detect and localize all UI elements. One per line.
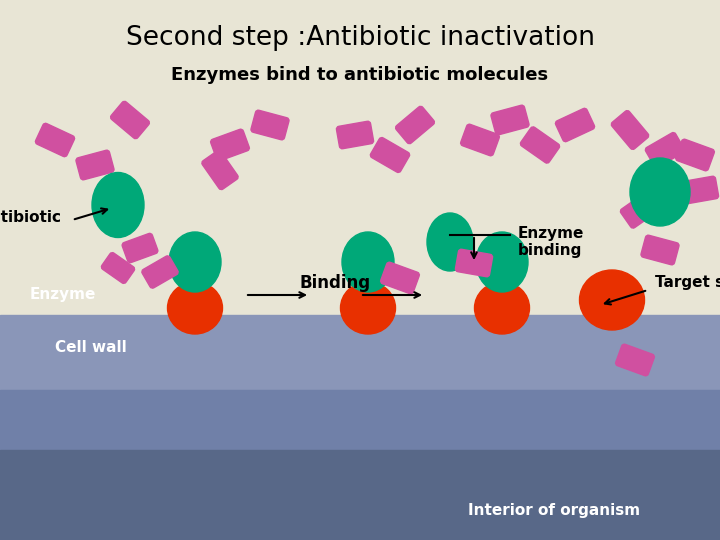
Text: Interior of organism: Interior of organism xyxy=(468,503,640,517)
FancyBboxPatch shape xyxy=(645,132,685,167)
FancyBboxPatch shape xyxy=(461,124,500,156)
FancyBboxPatch shape xyxy=(110,101,150,139)
FancyBboxPatch shape xyxy=(681,176,719,204)
FancyBboxPatch shape xyxy=(76,150,114,180)
FancyBboxPatch shape xyxy=(102,253,135,284)
FancyBboxPatch shape xyxy=(251,110,289,140)
FancyBboxPatch shape xyxy=(611,111,649,150)
Ellipse shape xyxy=(342,232,394,292)
Ellipse shape xyxy=(630,158,690,226)
Ellipse shape xyxy=(169,232,221,292)
Bar xyxy=(0,450,720,540)
Text: Enzyme: Enzyme xyxy=(30,287,96,302)
FancyBboxPatch shape xyxy=(521,127,559,163)
Text: Antibiotic: Antibiotic xyxy=(0,211,62,226)
Ellipse shape xyxy=(168,282,222,334)
Bar xyxy=(0,0,720,320)
Ellipse shape xyxy=(476,232,528,292)
Text: Target site: Target site xyxy=(655,274,720,289)
FancyBboxPatch shape xyxy=(122,233,158,262)
Text: Enzymes bind to antibiotic molecules: Enzymes bind to antibiotic molecules xyxy=(171,66,549,84)
FancyBboxPatch shape xyxy=(35,123,75,157)
FancyBboxPatch shape xyxy=(211,129,249,161)
Ellipse shape xyxy=(427,213,473,271)
FancyBboxPatch shape xyxy=(641,235,679,265)
FancyBboxPatch shape xyxy=(142,256,179,288)
FancyBboxPatch shape xyxy=(336,122,374,148)
FancyBboxPatch shape xyxy=(621,192,660,228)
FancyBboxPatch shape xyxy=(616,344,654,376)
Text: Cell wall: Cell wall xyxy=(55,341,127,355)
FancyBboxPatch shape xyxy=(381,262,419,294)
FancyBboxPatch shape xyxy=(370,138,410,173)
Ellipse shape xyxy=(474,282,529,334)
FancyBboxPatch shape xyxy=(491,105,529,135)
Text: Binding: Binding xyxy=(300,274,371,292)
Ellipse shape xyxy=(580,270,644,330)
FancyBboxPatch shape xyxy=(555,108,595,141)
FancyBboxPatch shape xyxy=(675,139,714,171)
Text: Second step :Antibiotic inactivation: Second step :Antibiotic inactivation xyxy=(125,25,595,51)
Ellipse shape xyxy=(341,282,395,334)
Bar xyxy=(0,390,720,450)
FancyBboxPatch shape xyxy=(202,150,238,190)
Bar xyxy=(0,315,720,390)
FancyBboxPatch shape xyxy=(395,106,434,144)
Ellipse shape xyxy=(92,172,144,238)
Text: Enzyme
binding: Enzyme binding xyxy=(518,226,585,258)
FancyBboxPatch shape xyxy=(456,249,492,276)
